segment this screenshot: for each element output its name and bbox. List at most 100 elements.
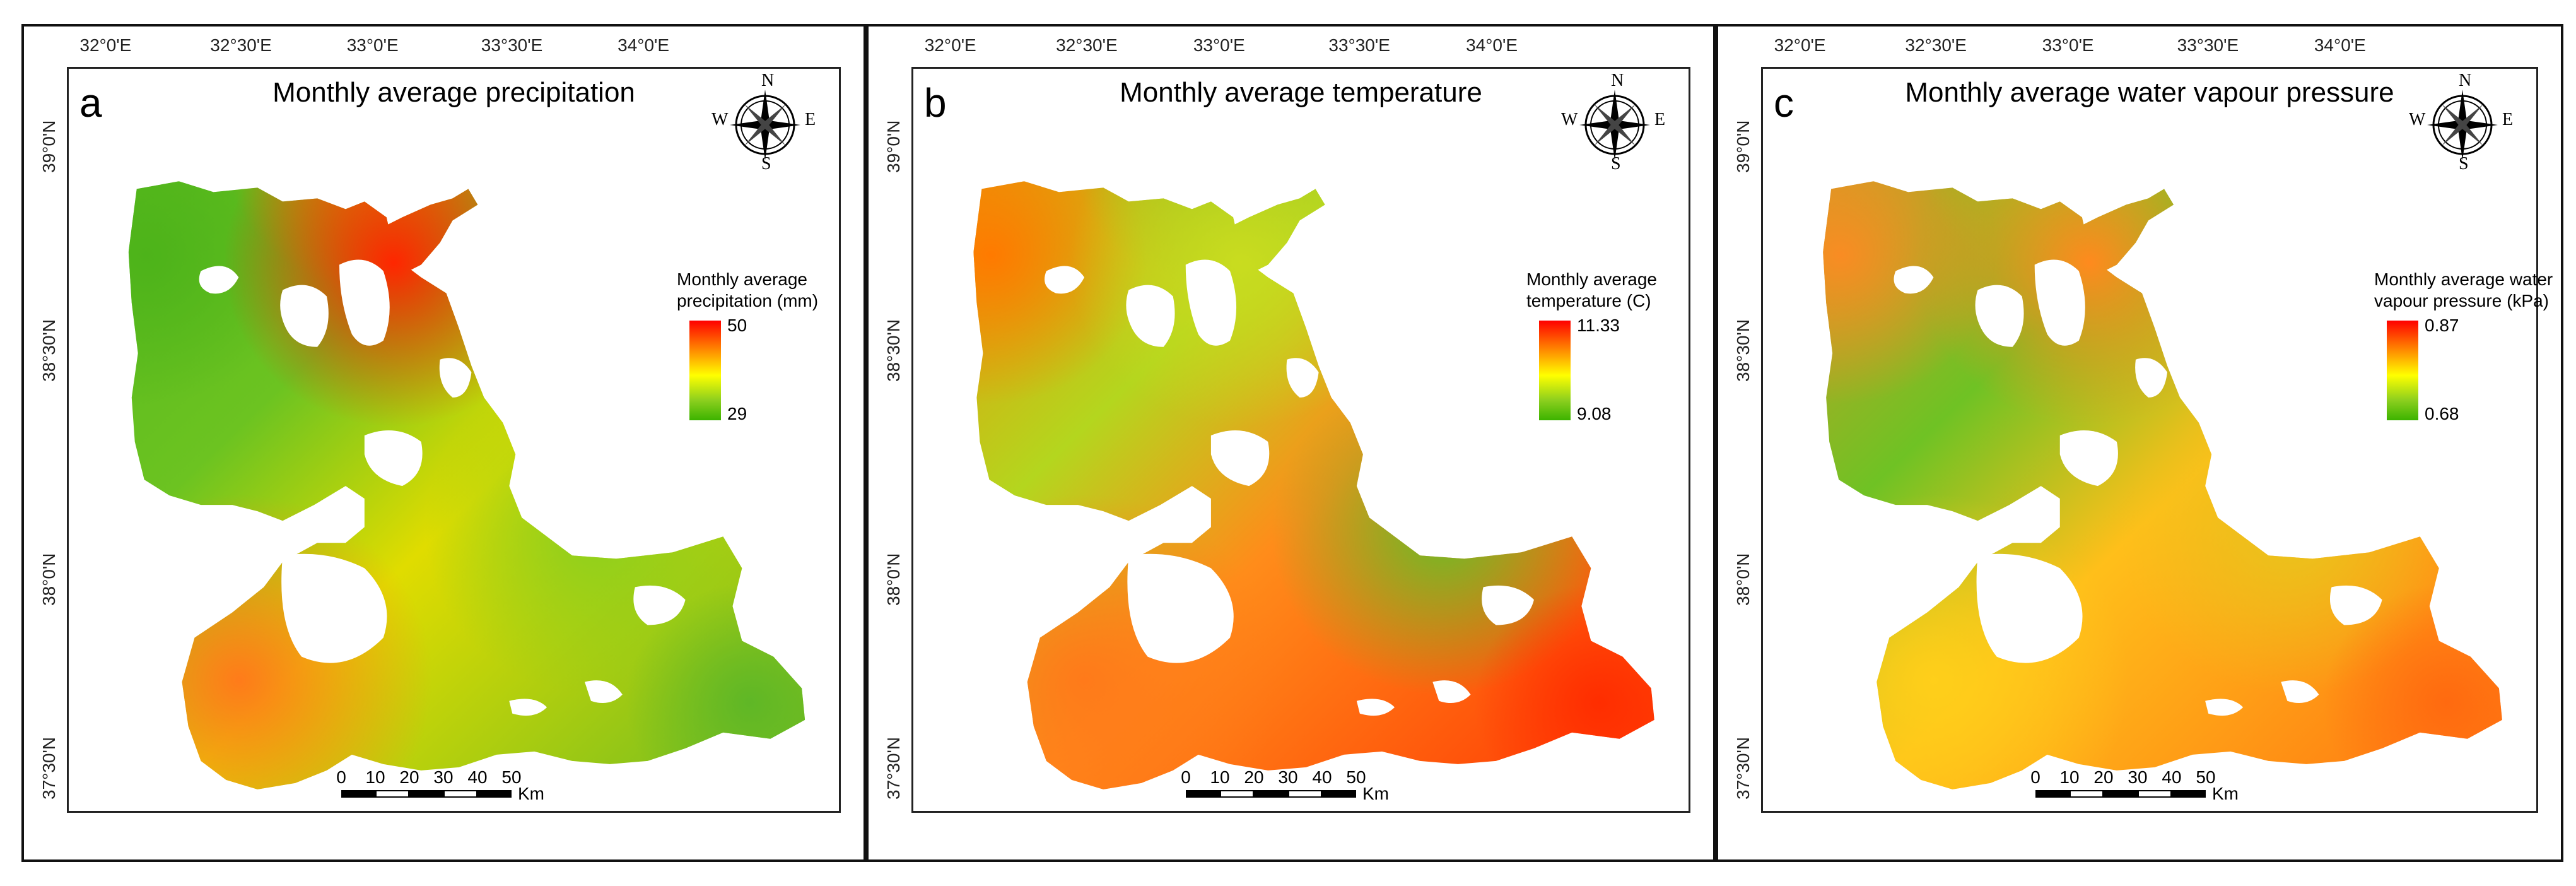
scale-bar-segment	[2172, 790, 2206, 798]
compass-e: E	[805, 110, 816, 129]
scale-bar-segment	[1322, 790, 1356, 798]
longitude-label: 33°30'E	[2177, 35, 2239, 55]
map-panel-b: 32°0'E 32°30'E 33°0'E 33°30'E 34°0'E 39°0'N 38…	[866, 24, 1716, 862]
longitude-label: 34°0'E	[1466, 35, 1518, 55]
latitude-label: 38°0'N	[39, 553, 59, 606]
scale-bar-segment	[2104, 790, 2138, 798]
legend-min-value: 29	[727, 404, 747, 423]
scale-tick-label: 40	[467, 767, 488, 787]
latitude-label: 38°0'N	[884, 553, 903, 606]
compass-n: N	[2459, 71, 2472, 90]
legend-color-ramp	[689, 321, 721, 420]
legend-max-value: 0.87	[2425, 316, 2459, 335]
lake-hole	[2135, 358, 2168, 398]
scale-tick-label: 20	[1244, 767, 1264, 787]
scale-unit: Km	[2212, 784, 2239, 803]
scale-unit: Km	[518, 784, 544, 803]
longitude-label: 34°0'E	[2314, 35, 2366, 55]
scale-bar-segment	[1186, 790, 1220, 798]
panel-letter: a	[79, 80, 102, 126]
longitude-label: 32°30'E	[1056, 35, 1118, 55]
scale-bar-segment	[409, 790, 443, 798]
map-panel-c: 32°0'E 32°30'E 33°0'E 33°30'E 34°0'E 39°0'N 38…	[1716, 24, 2563, 862]
panel-border	[1716, 24, 2563, 862]
latitude-label: 38°30'N	[884, 319, 903, 382]
region-surface	[128, 181, 805, 789]
longitude-label: 33°0'E	[1193, 35, 1245, 55]
scale-bar-segment	[2035, 790, 2070, 798]
scale-tick-label: 40	[1312, 767, 1332, 787]
latitude-label: 37°30'N	[884, 737, 903, 800]
lake-hole	[439, 358, 472, 398]
scale-bar-segment	[1220, 790, 1254, 798]
longitude-label: 32°30'E	[1905, 35, 1967, 55]
scale-tick-label: 10	[365, 767, 385, 787]
latitude-label: 38°30'N	[1733, 319, 1753, 382]
panel-border	[866, 24, 1716, 862]
panel-title: Monthly average precipitation	[272, 77, 635, 108]
lake-hole	[1894, 266, 1934, 294]
compass-w: W	[2409, 110, 2426, 129]
compass-s: S	[761, 154, 771, 174]
scale-bar-segment	[477, 790, 512, 798]
scale-tick-label: 50	[1346, 767, 1366, 787]
map-frame	[911, 67, 1690, 813]
lake-hole	[1432, 680, 1471, 704]
lake-hole	[1482, 585, 1534, 625]
compass-s: S	[2459, 154, 2469, 174]
compass-rose-icon	[2415, 76, 2498, 170]
scale-tick-label: 50	[501, 767, 522, 787]
scale-tick-label: 0	[2030, 767, 2040, 787]
legend-color-ramp	[1539, 321, 1571, 420]
scale-bar-segment	[443, 790, 477, 798]
lake-hole	[281, 553, 387, 663]
scale-tick-label: 10	[1210, 767, 1230, 787]
panel-title: Monthly average water vapour pressure	[1905, 77, 2394, 108]
lake-hole	[1127, 553, 1234, 663]
longitude-label: 34°0'E	[618, 35, 670, 55]
compass-e: E	[2502, 110, 2514, 129]
legend-max-value: 50	[727, 316, 747, 335]
lake-hole	[199, 266, 239, 294]
compass-rose-icon	[1567, 76, 1650, 170]
region-map	[973, 181, 1654, 789]
scale-tick-label: 30	[433, 767, 454, 787]
scale-tick-label: 10	[2059, 767, 2080, 787]
compass-e: E	[1654, 110, 1666, 129]
scale-bar-segment	[2070, 790, 2104, 798]
latitude-label: 39°0'N	[39, 120, 59, 174]
scale-tick-label: 50	[2196, 767, 2216, 787]
legend-color-ramp	[2387, 321, 2418, 420]
scale-tick-label: 30	[2128, 767, 2148, 787]
longitude-label: 32°0'E	[924, 35, 976, 55]
compass-w: W	[1561, 110, 1578, 129]
longitude-label: 33°0'E	[2042, 35, 2094, 55]
longitude-label: 33°30'E	[481, 35, 543, 55]
legend-max-value: 11.33	[1577, 316, 1620, 335]
latitude-label: 37°30'N	[39, 737, 59, 800]
scale-tick-label: 20	[2093, 767, 2114, 787]
region-surface	[1823, 181, 2502, 789]
compass-s: S	[1611, 154, 1621, 174]
legend-min-value: 0.68	[2425, 404, 2459, 423]
lake-hole	[585, 680, 623, 704]
longitude-label: 32°30'E	[210, 35, 272, 55]
lake-hole	[1286, 358, 1319, 398]
region-map	[1823, 181, 2502, 789]
lake-hole	[339, 259, 390, 346]
longitude-label: 33°30'E	[1328, 35, 1390, 55]
panel-letter: b	[924, 80, 947, 126]
scale-unit: Km	[1362, 784, 1389, 803]
lake-hole	[2059, 430, 2118, 487]
lake-hole	[1185, 259, 1237, 346]
scale-bar-segment	[2138, 790, 2172, 798]
compass-n: N	[1611, 71, 1624, 90]
legend-title: Monthly average water vapour pressure (k…	[2374, 269, 2553, 310]
map-frame	[1761, 67, 2538, 813]
scale-tick-label: 0	[1181, 767, 1191, 787]
panel-letter: c	[1774, 80, 1794, 126]
lake-hole	[509, 699, 547, 716]
legend-title: Monthly average precipitation (mm)	[677, 269, 819, 310]
scale-tick-label: 30	[1278, 767, 1298, 787]
